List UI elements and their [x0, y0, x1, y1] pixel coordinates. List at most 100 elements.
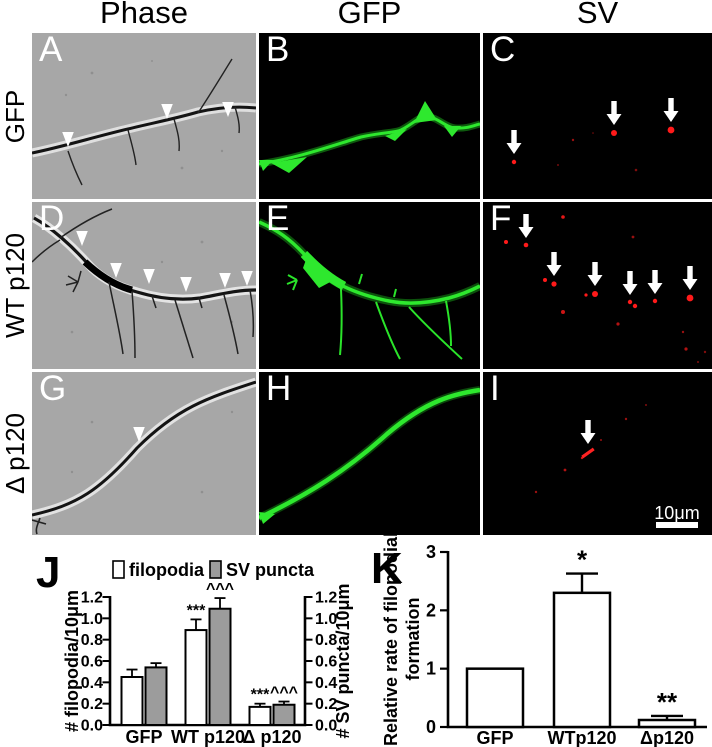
panel-D-artwork: [32, 208, 256, 359]
punctum-dot: [561, 310, 565, 314]
specks: [64, 60, 224, 170]
arrow-icon: [506, 143, 522, 154]
y-tick-label: 1: [426, 659, 436, 679]
punctum-dot: [561, 215, 565, 219]
arrowhead-icon: [133, 427, 145, 442]
arrow-icon: [523, 214, 529, 228]
scale-bar-label: 10μm: [654, 503, 699, 523]
arrow-icon: [518, 227, 534, 238]
arrowhead-icons: [62, 102, 234, 147]
arrow-icon: [663, 111, 679, 122]
chart-K-svg: K 0 1 2 3 GFP * WTp120 ** Δp120 Relative rate of f…: [371, 532, 707, 747]
y-tick-label: 0.4: [81, 675, 103, 692]
y-tick-label: 0.8: [315, 632, 337, 649]
panel-letter: G: [39, 372, 67, 408]
punctum-dot: [634, 168, 638, 172]
panel-letter: D: [39, 202, 65, 238]
punctum-dot: [504, 240, 508, 244]
significance-marker: ^^^: [206, 581, 234, 598]
y-tick-label: 0.6: [81, 654, 103, 671]
bar: [184, 629, 208, 726]
specks: [70, 410, 234, 494]
bar: [208, 607, 232, 726]
punctum-dot: [160, 260, 164, 264]
panel-letter: I: [490, 372, 500, 408]
y-axis-label: Relative rate of filopodial: [381, 535, 401, 746]
punctum-dot: [180, 166, 184, 170]
arrow-icons: [580, 420, 596, 444]
legend-label: filopodia: [129, 560, 205, 580]
punctum-dot: [600, 439, 602, 441]
punctum-dot: [667, 126, 675, 134]
bar: [465, 667, 525, 729]
punctum-dot: [686, 294, 694, 302]
x-tick-label: GFP: [125, 727, 162, 747]
punctum-dot: [220, 149, 224, 153]
sv-puncta: [534, 404, 647, 494]
neurite-gfp-artwork: [259, 386, 480, 524]
arrow-icon: [622, 284, 638, 295]
legend-swatch: [209, 560, 222, 579]
arrowhead-icon: [241, 271, 253, 286]
arrow-icon: [687, 266, 693, 280]
panel-I-artwork: 10μm: [534, 404, 700, 528]
punctum-dot: [200, 240, 204, 244]
column-header-gfp: GFP: [337, 0, 402, 30]
arrow-icon: [652, 270, 658, 284]
y-tick-label: 0.6: [315, 654, 337, 671]
panel-C-artwork: [506, 98, 679, 172]
arrow-icons: [506, 98, 679, 154]
panel-H-gfp: H: [259, 372, 480, 535]
punctum-dot: [627, 299, 633, 305]
y-tick-label: 0.2: [315, 696, 337, 713]
significance-marker: ***: [187, 602, 206, 619]
y-axis-label: formation: [403, 598, 423, 681]
panel-D-phase: D: [32, 202, 256, 369]
punctum-dot: [90, 71, 94, 75]
panel-E-artwork: [259, 218, 480, 360]
y-axis-label-left: # filopodia/10μm: [62, 590, 82, 732]
panel-letter: C: [490, 33, 516, 69]
column-header-sv: SV: [576, 0, 619, 30]
panel-H-artwork: [259, 386, 480, 524]
y-tick-label: 2: [426, 600, 436, 620]
punctum-dot: [697, 361, 699, 363]
legend-swatch: [112, 560, 125, 579]
punctum-dot: [624, 417, 628, 421]
y-tick-label: 0.2: [81, 696, 103, 713]
bar: [120, 676, 144, 726]
panel-B-artwork: [259, 101, 480, 173]
punctum-dot: [151, 60, 153, 62]
y-tick-label: 1.2: [315, 590, 337, 607]
bar: [272, 703, 296, 727]
arrowhead-icon: [180, 277, 192, 292]
panel-letter: A: [39, 33, 63, 69]
arrow-icon: [580, 433, 596, 444]
significance-marker: **: [657, 687, 678, 717]
neurite-phase-artwork: [32, 208, 256, 359]
row-label-dp120: Δ p120: [0, 413, 30, 494]
neurite-gfp-artwork: [259, 101, 480, 173]
y-tick-label: 0.0: [315, 718, 337, 735]
punctum-dot: [70, 470, 74, 474]
arrowhead-icon: [143, 269, 155, 284]
significance-marker: ***: [251, 687, 270, 704]
arrow-icon: [592, 262, 598, 276]
arrow-icon: [511, 130, 517, 144]
arrow-icon: [611, 101, 617, 115]
arrow-icon: [647, 283, 663, 294]
punctum-dot: [64, 93, 68, 97]
panel-letter: E: [266, 202, 290, 238]
panel-G-artwork: [32, 377, 256, 535]
punctum-dot: [703, 350, 707, 354]
arrowhead-icon: [222, 102, 234, 117]
legend-label: SV puncta: [226, 560, 315, 580]
x-tick-label: Δp120: [640, 728, 694, 747]
punctum-dot: [551, 281, 557, 287]
panel-I-sv: 10μm I: [483, 372, 712, 535]
neurite-phase-artwork: [32, 58, 256, 186]
arrow-icon: [546, 265, 562, 276]
punctum-dot: [90, 420, 94, 424]
arrow-icon: [587, 275, 603, 286]
